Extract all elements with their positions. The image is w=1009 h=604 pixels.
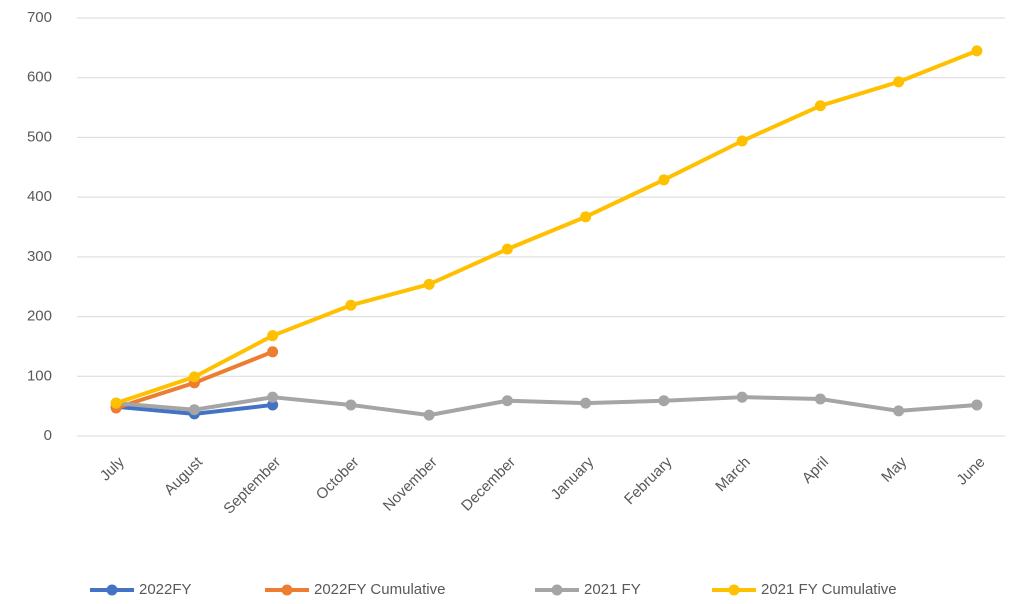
x-tick-label: October — [313, 454, 363, 504]
x-tick-label: March — [712, 454, 753, 495]
series-marker — [893, 76, 905, 88]
series-marker — [345, 299, 357, 311]
legend-label: 2022FY — [139, 581, 192, 598]
series-marker — [658, 395, 670, 407]
series-marker — [423, 409, 435, 421]
series-marker — [814, 393, 826, 405]
series-marker — [345, 399, 357, 411]
series-marker — [501, 243, 513, 255]
x-tick-label: May — [878, 453, 910, 485]
y-tick-label: 500 — [27, 128, 52, 145]
series-line — [115, 395, 978, 418]
y-tick-label: 100 — [27, 367, 52, 384]
x-tick-label: February — [621, 453, 676, 508]
series-marker — [501, 395, 513, 407]
series-marker — [188, 404, 200, 416]
x-tick-label: September — [220, 454, 284, 518]
legend-label: 2021 FY — [584, 581, 641, 598]
legend-marker — [728, 584, 740, 596]
legend-label: 2021 FY Cumulative — [761, 581, 897, 598]
series-marker — [188, 371, 200, 383]
series-marker — [658, 174, 670, 186]
series-marker — [580, 397, 592, 409]
x-tick-label: November — [380, 454, 441, 515]
series-marker — [814, 100, 826, 112]
series-marker — [736, 135, 748, 147]
legend-marker — [281, 584, 293, 596]
series-marker — [893, 405, 905, 417]
series-marker — [736, 391, 748, 403]
series-marker — [267, 391, 279, 403]
x-tick-label: April — [799, 454, 832, 487]
series-marker — [267, 346, 279, 358]
x-tick-label: January — [547, 453, 597, 503]
legend-marker — [551, 584, 563, 596]
x-tick-label: December — [458, 454, 519, 515]
y-tick-label: 300 — [27, 248, 52, 265]
x-tick-label: June — [953, 454, 988, 489]
series-line — [115, 48, 978, 406]
x-tick-label: July — [97, 453, 128, 484]
series-marker — [971, 45, 983, 57]
legend-marker — [106, 584, 118, 596]
series-marker — [580, 211, 592, 223]
series-marker — [110, 397, 122, 409]
y-tick-label: 700 — [27, 9, 52, 26]
series-marker — [423, 278, 435, 290]
series-marker — [267, 399, 279, 411]
series-marker — [267, 330, 279, 342]
legend-label: 2022FY Cumulative — [314, 581, 445, 598]
series-marker — [971, 399, 983, 411]
y-tick-label: 400 — [27, 188, 52, 205]
y-tick-label: 600 — [27, 69, 52, 86]
x-tick-label: August — [161, 453, 207, 499]
y-tick-label: 0 — [44, 427, 52, 444]
y-tick-label: 200 — [27, 308, 52, 325]
